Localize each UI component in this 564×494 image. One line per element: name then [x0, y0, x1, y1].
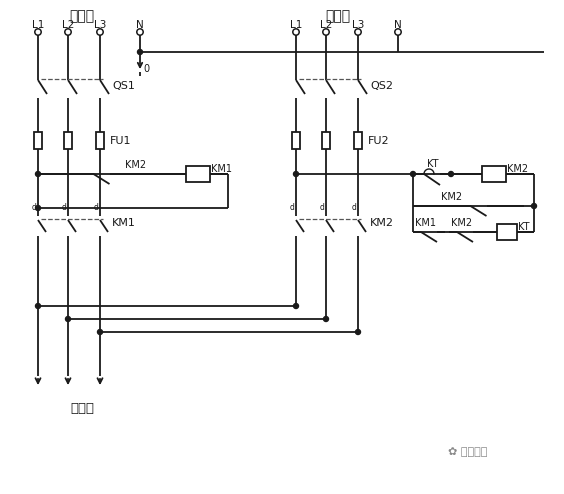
Text: KT: KT — [427, 159, 438, 169]
Circle shape — [98, 329, 103, 334]
Bar — [96, 132, 104, 150]
Bar — [354, 132, 362, 150]
Text: L2: L2 — [320, 20, 332, 30]
Circle shape — [531, 204, 536, 208]
Text: KM2: KM2 — [451, 218, 472, 228]
Bar — [292, 132, 300, 150]
Circle shape — [36, 303, 41, 308]
Text: KM2: KM2 — [370, 218, 394, 228]
Bar — [34, 132, 42, 150]
Text: KM2: KM2 — [441, 192, 462, 202]
Bar — [322, 132, 330, 150]
Text: L3: L3 — [94, 20, 106, 30]
Text: KM2: KM2 — [507, 164, 528, 174]
Text: QS2: QS2 — [370, 81, 393, 91]
Text: d: d — [320, 204, 325, 212]
Text: L1: L1 — [32, 20, 44, 30]
Text: FU2: FU2 — [368, 136, 390, 146]
Text: L2: L2 — [62, 20, 74, 30]
Text: d: d — [290, 204, 295, 212]
Text: L3: L3 — [352, 20, 364, 30]
Text: 接负载: 接负载 — [70, 402, 94, 414]
Text: KM1: KM1 — [415, 218, 436, 228]
Text: d: d — [352, 204, 357, 212]
Text: d: d — [94, 204, 99, 212]
Text: FU1: FU1 — [110, 136, 131, 146]
Circle shape — [411, 171, 416, 176]
Text: ✿ 技成培训: ✿ 技成培训 — [448, 447, 487, 457]
Circle shape — [293, 171, 298, 176]
Circle shape — [448, 171, 453, 176]
Circle shape — [65, 317, 70, 322]
Text: 0: 0 — [143, 64, 149, 74]
Text: KM1: KM1 — [211, 164, 232, 174]
Circle shape — [355, 329, 360, 334]
Text: QS1: QS1 — [112, 81, 135, 91]
Circle shape — [36, 171, 41, 176]
Circle shape — [293, 303, 298, 308]
Text: L1: L1 — [290, 20, 302, 30]
Text: KM1: KM1 — [112, 218, 136, 228]
Circle shape — [324, 317, 328, 322]
Bar — [64, 132, 72, 150]
Circle shape — [36, 206, 41, 210]
Text: d: d — [32, 204, 37, 212]
Circle shape — [138, 49, 143, 54]
Text: 乙电源: 乙电源 — [325, 9, 351, 23]
Text: KT: KT — [518, 222, 530, 232]
Bar — [186, 166, 210, 182]
Text: N: N — [136, 20, 144, 30]
Text: N: N — [394, 20, 402, 30]
Text: d: d — [62, 204, 67, 212]
Bar — [497, 224, 517, 240]
Bar — [482, 166, 506, 182]
Text: KM2: KM2 — [125, 160, 146, 170]
Text: 甲电源: 甲电源 — [69, 9, 95, 23]
